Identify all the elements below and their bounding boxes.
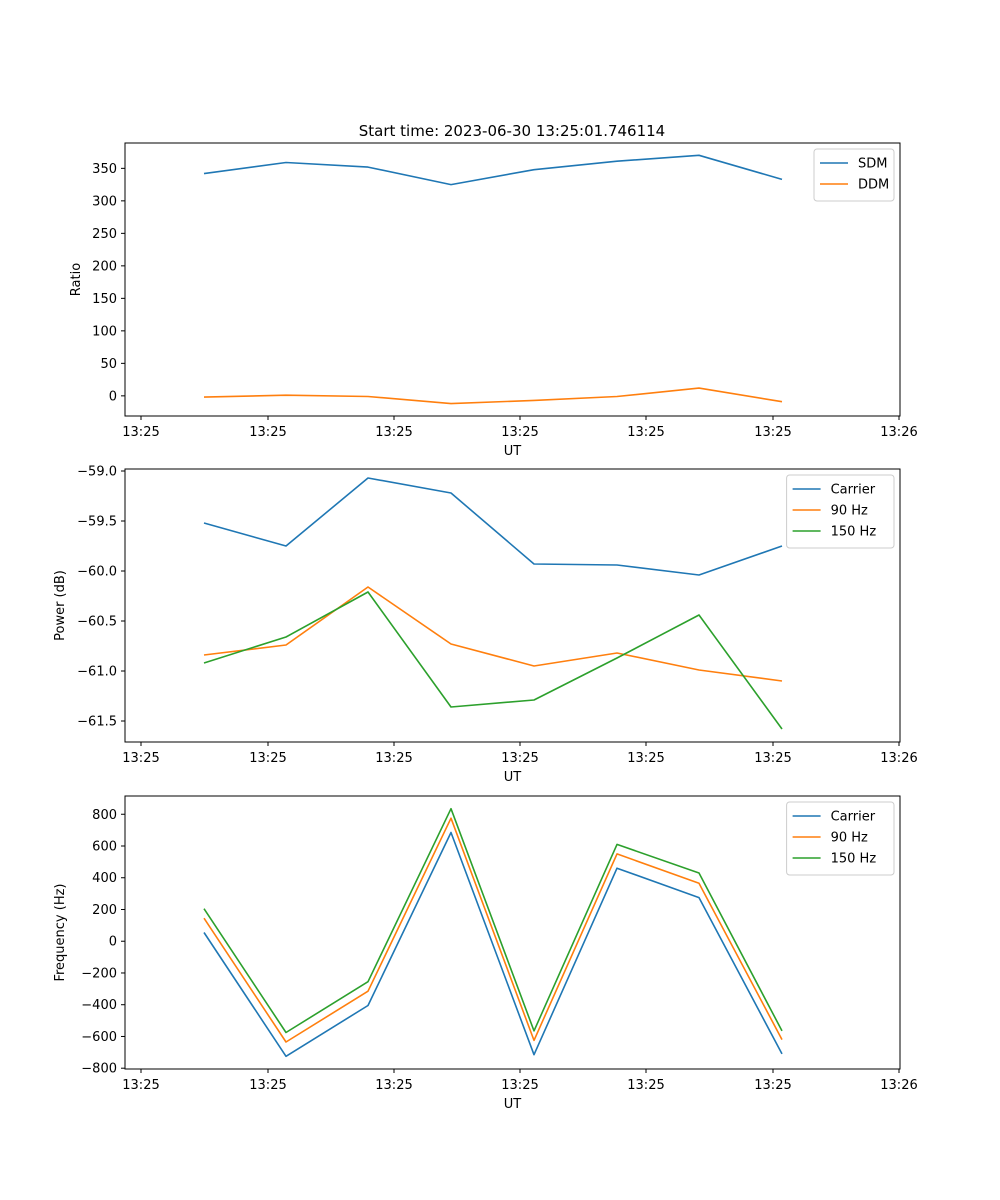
legend-label: 150 Hz bbox=[831, 852, 877, 867]
x-tick-label: 13:25 bbox=[754, 425, 791, 440]
x-tick-label: 13:25 bbox=[754, 751, 791, 766]
y-tick-label: −200 bbox=[81, 966, 117, 981]
x-tick-label: 13:25 bbox=[249, 425, 286, 440]
x-tick-label: 13:26 bbox=[880, 1078, 917, 1093]
legend-label: Carrier bbox=[831, 483, 876, 498]
series-line-sdm bbox=[203, 154, 783, 186]
y-tick-label: 400 bbox=[92, 871, 117, 886]
y-tick-label: −400 bbox=[81, 998, 117, 1013]
legend-box bbox=[786, 801, 895, 876]
series-line-150-hz bbox=[203, 807, 783, 1034]
legend-label: DDM bbox=[858, 178, 889, 193]
y-tick-label: −600 bbox=[81, 1030, 117, 1045]
series-line-150-hz bbox=[203, 591, 783, 730]
y-tick-label: 200 bbox=[92, 259, 117, 274]
y-tick-label: 800 bbox=[92, 808, 117, 823]
x-tick-label: 13:25 bbox=[627, 425, 664, 440]
chart-title: Start time: 2023-06-30 13:25:01.746114 bbox=[359, 122, 665, 140]
legend-box bbox=[786, 474, 895, 549]
x-tick-label: 13:25 bbox=[375, 425, 412, 440]
x-tick-label: 13:25 bbox=[122, 1078, 159, 1093]
y-tick-label: −800 bbox=[81, 1062, 117, 1077]
x-tick-label: 13:26 bbox=[880, 751, 917, 766]
x-tick-label: 13:25 bbox=[627, 1078, 664, 1093]
x-tick-label: 13:25 bbox=[375, 751, 412, 766]
y-tick-label: 0 bbox=[109, 389, 117, 404]
x-tick-label: 13:26 bbox=[880, 425, 917, 440]
chart-panels: 0 50 100 150 200 250 300 350 13:25 13:25 13:25 13:2… bbox=[53, 142, 918, 1112]
panel-3: −800 −600 −400 −200 0 200 400 600 800 13:25 13:25 1… bbox=[53, 795, 918, 1112]
plot-frame bbox=[124, 142, 901, 417]
y-tick-label: −60.0 bbox=[77, 565, 117, 580]
y-tick-label: 600 bbox=[92, 839, 117, 854]
y-tick-label: 300 bbox=[92, 194, 117, 209]
x-tick-label: 13:25 bbox=[501, 1078, 538, 1093]
y-tick-label: 0 bbox=[109, 935, 117, 950]
series-line-ddm bbox=[203, 387, 783, 405]
y-axis-label: Frequency (Hz) bbox=[53, 883, 68, 981]
x-tick-label: 13:25 bbox=[249, 751, 286, 766]
x-tick-label: 13:25 bbox=[249, 1078, 286, 1093]
series-line-carrier bbox=[203, 477, 783, 576]
series-line-90-hz bbox=[203, 586, 783, 682]
plot-frame bbox=[124, 795, 901, 1070]
y-tick-label: 200 bbox=[92, 903, 117, 918]
legend-label: Carrier bbox=[831, 810, 876, 825]
legend-label: 90 Hz bbox=[831, 831, 868, 846]
legend-box bbox=[813, 148, 895, 202]
series-line-carrier bbox=[203, 831, 783, 1058]
x-tick-label: 13:25 bbox=[122, 751, 159, 766]
legend-label: 150 Hz bbox=[831, 525, 877, 540]
plot-frame bbox=[124, 468, 901, 743]
series-line-90-hz bbox=[203, 817, 783, 1043]
y-axis-label: Power (dB) bbox=[53, 570, 68, 641]
y-tick-label: −61.0 bbox=[77, 665, 117, 680]
legend-label: SDM bbox=[858, 157, 887, 172]
y-tick-label: −60.5 bbox=[77, 615, 117, 630]
x-axis-label: UT bbox=[504, 770, 522, 785]
x-tick-label: 13:25 bbox=[501, 751, 538, 766]
panel-1: 0 50 100 150 200 250 300 350 13:25 13:25 13:25 13:2… bbox=[69, 142, 918, 459]
y-tick-label: −61.5 bbox=[77, 715, 117, 730]
y-tick-label: −59.0 bbox=[77, 465, 117, 480]
x-tick-label: 13:25 bbox=[501, 425, 538, 440]
legend-label: 90 Hz bbox=[831, 504, 868, 519]
y-tick-label: 150 bbox=[92, 292, 117, 307]
x-tick-label: 13:25 bbox=[122, 425, 159, 440]
x-tick-label: 13:25 bbox=[754, 1078, 791, 1093]
x-tick-label: 13:25 bbox=[627, 751, 664, 766]
x-tick-label: 13:25 bbox=[375, 1078, 412, 1093]
y-tick-label: 250 bbox=[92, 227, 117, 242]
x-axis-label: UT bbox=[504, 444, 522, 459]
y-tick-label: 350 bbox=[92, 162, 117, 177]
y-axis-label: Ratio bbox=[69, 263, 84, 296]
x-axis-label: UT bbox=[504, 1097, 522, 1112]
y-tick-label: −59.5 bbox=[77, 515, 117, 530]
y-tick-label: 100 bbox=[92, 324, 117, 339]
y-tick-label: 50 bbox=[100, 357, 117, 372]
panel-2: −61.5 −61.0 −60.5 −60.0 −59.5 −59.0 13:25 13:25… bbox=[53, 465, 918, 786]
